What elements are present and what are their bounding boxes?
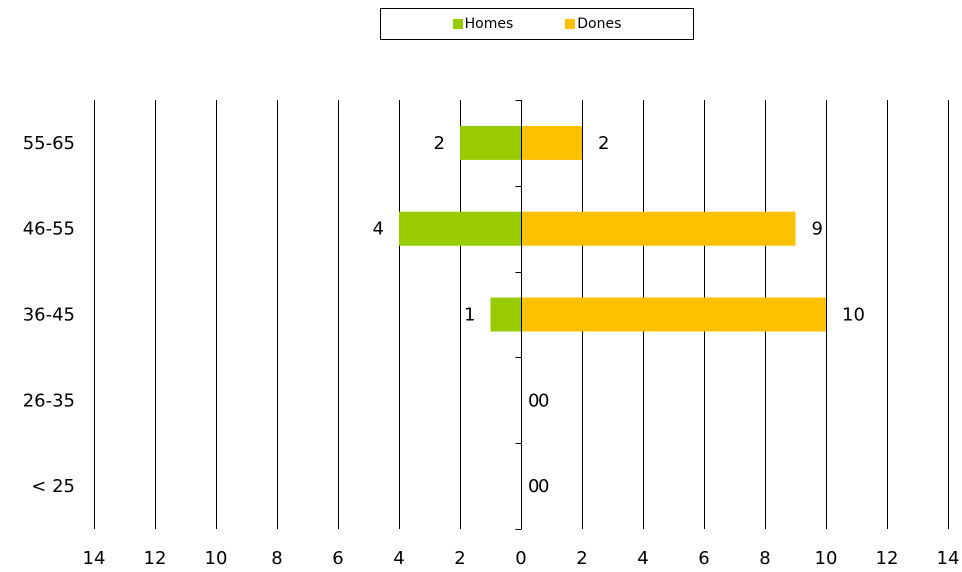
x-tick-label: 10	[205, 548, 228, 569]
x-tick-label: 6	[698, 548, 709, 569]
bar-dones-1	[521, 211, 796, 246]
legend-item-homes: Homes	[452, 16, 514, 32]
data-label-dones: 9	[812, 219, 823, 240]
x-tick-label: 2	[454, 548, 465, 569]
bar-layer	[399, 125, 826, 332]
x-tick-label: 8	[271, 548, 282, 569]
bar-dones-2	[521, 297, 826, 332]
legend-label-homes: Homes	[464, 16, 514, 32]
data-label-homes: 1	[464, 305, 475, 326]
category-label: 55-65	[23, 133, 75, 154]
data-label-homes: 2	[434, 133, 445, 154]
category-label: 36-45	[23, 305, 75, 326]
data-label-homes: 4	[373, 219, 384, 240]
bar-dones-0	[521, 125, 582, 160]
x-tick-label: 6	[332, 548, 343, 569]
legend-swatch-dones	[565, 19, 576, 29]
x-tick-label: 8	[759, 548, 770, 569]
data-label-dones: 10	[842, 305, 865, 326]
x-tick-label: 0	[515, 548, 526, 569]
legend-item-dones: Dones	[565, 16, 621, 32]
x-tick-label: 4	[637, 548, 648, 569]
legend-swatch-homes	[452, 19, 463, 29]
category-label: 26-35	[23, 390, 75, 411]
bar-homes-0	[460, 125, 521, 160]
data-label-homes: 0	[528, 476, 539, 497]
x-tick-label: 12	[144, 548, 167, 569]
x-tick-label: 2	[576, 548, 587, 569]
data-label-dones: 0	[538, 476, 549, 497]
bar-homes-1	[399, 211, 521, 246]
category-label: < 25	[31, 476, 75, 497]
axis-layer	[515, 100, 522, 530]
bar-homes-2	[490, 297, 521, 332]
legend-label-dones: Dones	[577, 16, 622, 32]
category-label: 46-55	[23, 219, 75, 240]
grid-layer	[94, 100, 949, 529]
data-label-homes: 0	[528, 390, 539, 411]
data-label-dones: 2	[598, 133, 609, 154]
x-tick-label: 10	[815, 548, 838, 569]
data-label-dones: 0	[538, 390, 549, 411]
x-tick-label: 4	[393, 548, 404, 569]
x-tick-label: 14	[937, 548, 960, 569]
legend: Homes Dones	[380, 8, 694, 40]
x-tick-label: 14	[83, 548, 106, 569]
x-tick-label: 12	[876, 548, 899, 569]
